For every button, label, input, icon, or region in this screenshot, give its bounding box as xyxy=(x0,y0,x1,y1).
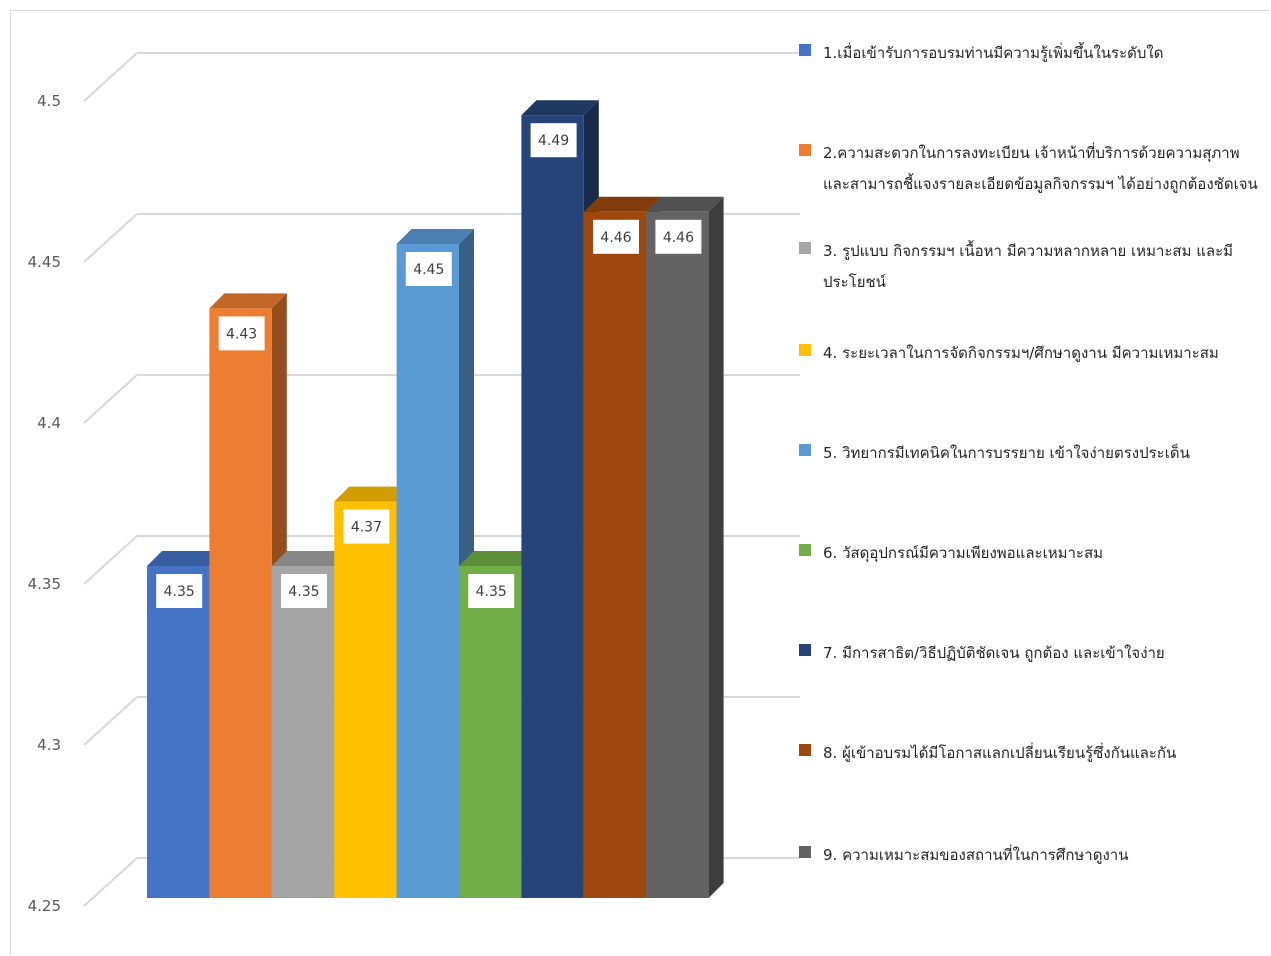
y-tick-label: 4.3 xyxy=(37,736,61,754)
data-label: 4.46 xyxy=(663,230,694,246)
data-label-box xyxy=(530,123,577,158)
gridline-depth xyxy=(83,535,138,585)
legend-swatch xyxy=(799,644,811,656)
legend-swatch xyxy=(799,846,811,858)
bar-9: 4.46 xyxy=(646,196,724,899)
data-label-box xyxy=(593,219,639,254)
y-tick-label: 4.25 xyxy=(28,897,61,915)
legend-label: 9. ความเหมาะสมของสถานที่ในการศึกษาดูงาน xyxy=(823,846,1129,864)
legend-swatch xyxy=(799,44,811,56)
legend-label: 3. รูปแบบ กิจกรรมฯ เนื้อหา มีความหลากหลา… xyxy=(823,242,1234,291)
gridline-depth xyxy=(83,696,138,746)
bar-front-face xyxy=(209,308,272,898)
y-tick-label: 4.5 xyxy=(37,92,61,110)
bar-front-face xyxy=(334,501,397,898)
data-label-box xyxy=(405,252,452,286)
data-label: 4.37 xyxy=(351,520,382,536)
legend-label: 6. วัสดุอุปกรณ์มีความเพียงพอและเหมาะสม xyxy=(823,544,1104,562)
legend-swatch xyxy=(799,242,811,254)
legend-swatch xyxy=(799,744,811,756)
legend-swatch xyxy=(799,544,811,556)
bar-top-face xyxy=(209,293,287,309)
legend-swatch xyxy=(799,344,811,356)
legend-label: 2.ความสะดวกในการลงทะเบียน เจ้าหน้าที่บริ… xyxy=(823,144,1258,193)
legend-label: 5. วิทยากรมีเทคนิคในการบรรยาย เข้าใจง่าย… xyxy=(823,444,1190,462)
data-label-box xyxy=(218,316,265,351)
data-label-box xyxy=(343,509,390,544)
bar-top-face xyxy=(147,551,225,566)
bar-top-face xyxy=(583,196,662,212)
data-label: 4.45 xyxy=(413,262,444,278)
bar-front-face xyxy=(396,244,459,898)
chart-frame xyxy=(10,10,1269,954)
bar-front-face xyxy=(521,115,584,898)
data-label-box xyxy=(468,574,515,608)
bar-chart-plot: 4.25 4.3 4.35 4.4 4.45 4.5 4.35 4.43 4.35 4.37 4.4… xyxy=(28,52,800,915)
chart-legend: 1.เมื่อเข้ารับการอบรมท่านมีความรู้เพิ่มข… xyxy=(799,0,1267,956)
bar-2: 4.43 xyxy=(209,293,287,898)
legend-label: 8. ผู้เข้าอบรมได้มีโอกาสแลกเปลี่ยนเรียนร… xyxy=(823,744,1177,762)
legend-swatch xyxy=(799,144,811,156)
gridline-depth xyxy=(83,374,138,424)
data-label-box xyxy=(655,219,702,254)
gridline-depth xyxy=(83,52,138,102)
y-tick-label: 4.4 xyxy=(37,414,61,432)
bar-top-face xyxy=(459,551,537,566)
bar-front-face xyxy=(646,211,709,899)
bar-front-face xyxy=(583,211,647,899)
bar-front-face xyxy=(147,566,210,898)
bar-1: 4.35 xyxy=(147,551,225,898)
data-label: 4.35 xyxy=(288,584,319,600)
legend-label: 7. มีการสาธิต/วิธีปฏิบัติชัดเจน ถูกต้อง … xyxy=(823,644,1165,662)
bar-top-face xyxy=(271,551,350,566)
data-label-box xyxy=(156,574,203,608)
gridline-depth xyxy=(83,213,138,263)
data-label: 4.43 xyxy=(226,326,257,342)
bar-side-face xyxy=(708,196,724,899)
data-label-box xyxy=(281,574,327,608)
bar-front-face xyxy=(459,566,522,898)
y-tick-label: 4.45 xyxy=(28,253,61,271)
bar-top-face xyxy=(521,100,599,116)
bar-top-face xyxy=(646,196,724,212)
bar-top-face xyxy=(334,486,412,502)
data-label: 4.49 xyxy=(538,133,569,149)
bar-front-face xyxy=(271,566,335,898)
data-label: 4.35 xyxy=(164,584,195,600)
gridline-depth xyxy=(83,857,138,907)
y-tick-label: 4.35 xyxy=(28,575,61,593)
legend-label: 1.เมื่อเข้ารับการอบรมท่านมีความรู้เพิ่มข… xyxy=(823,44,1164,62)
data-label: 4.46 xyxy=(600,230,631,246)
legend-swatch xyxy=(799,444,811,456)
bar-top-face xyxy=(396,229,474,244)
legend-label: 4. ระยะเวลาในการจัดกิจกรรมฯ/ศึกษาดูงาน ม… xyxy=(823,344,1219,362)
data-label: 4.35 xyxy=(476,584,507,600)
